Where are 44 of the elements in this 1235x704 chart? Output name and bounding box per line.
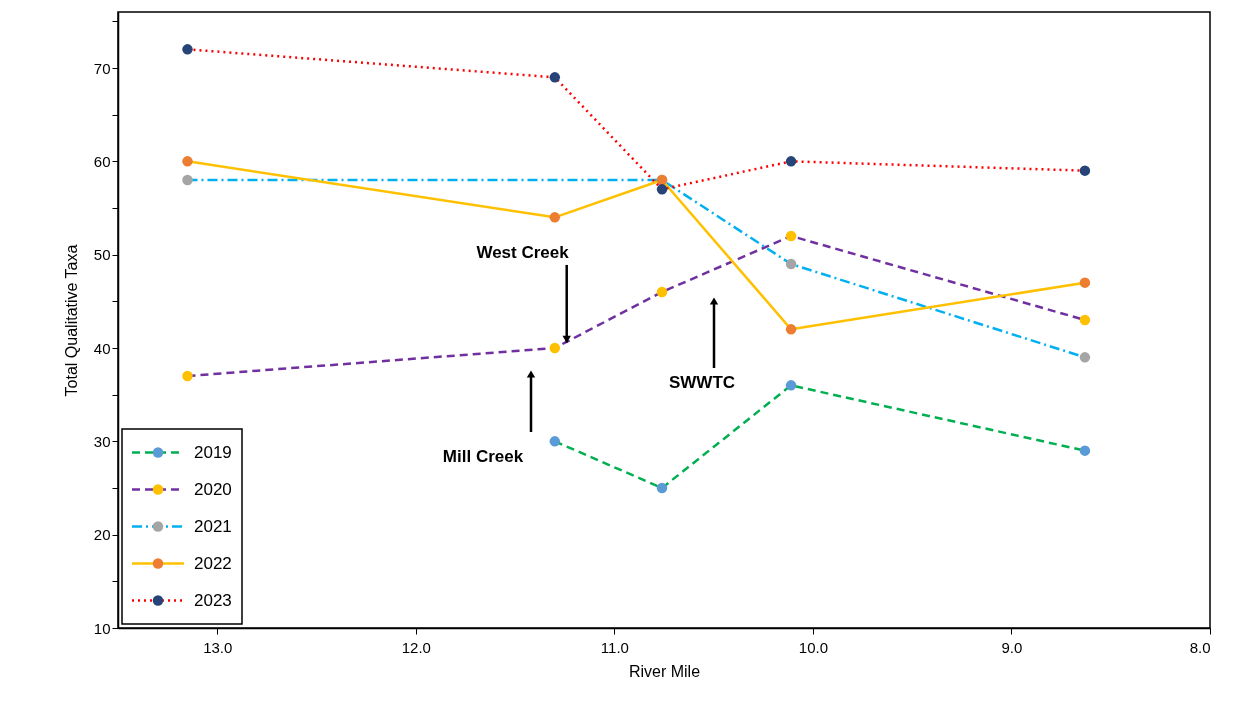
point: [785, 258, 797, 270]
x-tick-label: 11.0: [600, 638, 629, 656]
point: [549, 72, 561, 83]
y-tick-label: 20: [93, 526, 111, 544]
point: [182, 44, 193, 55]
x-tick-label: 13.0: [203, 638, 233, 656]
point: [549, 436, 561, 447]
y-tick-label: 30: [93, 432, 111, 450]
x-tick-label: 12.0: [401, 638, 431, 656]
point: [549, 342, 561, 354]
point: [785, 156, 797, 167]
y-tick-label: 50: [93, 246, 111, 264]
point: [785, 230, 797, 242]
legend-label: 2022: [194, 553, 232, 573]
point: [1079, 277, 1091, 288]
x-axis-title: River Mile: [628, 662, 701, 680]
point: [656, 482, 668, 494]
legend-label: 2021: [194, 516, 232, 536]
x-tick-label: 9.0: [1001, 638, 1023, 656]
point: [1079, 165, 1091, 176]
y-tick-label: 40: [93, 339, 111, 357]
legend-label: 2019: [194, 442, 232, 462]
point: [549, 212, 561, 223]
point: [785, 380, 797, 391]
y-tick-label: 60: [93, 152, 111, 170]
x-tick-label: 10.0: [798, 638, 829, 656]
point: [1079, 314, 1091, 326]
annotation: West Creek: [476, 242, 570, 262]
point: [785, 324, 797, 335]
point: [1079, 352, 1091, 363]
point: [182, 156, 193, 167]
annotation: Mill Creek: [442, 447, 524, 466]
y-tick-label: 10: [93, 619, 111, 637]
point: [182, 174, 193, 186]
legend-label: 2020: [194, 479, 232, 499]
legend-label: 2023: [194, 590, 232, 610]
y-axis-title: Total Qualitative Taxa: [62, 244, 80, 397]
y-tick-label: 70: [93, 59, 111, 77]
x-tick-label: 8.0: [1189, 638, 1211, 656]
point: [182, 370, 193, 382]
annotation: SWWTC: [668, 373, 736, 392]
point: [1079, 445, 1091, 456]
point: [656, 184, 668, 195]
point: [656, 286, 668, 298]
